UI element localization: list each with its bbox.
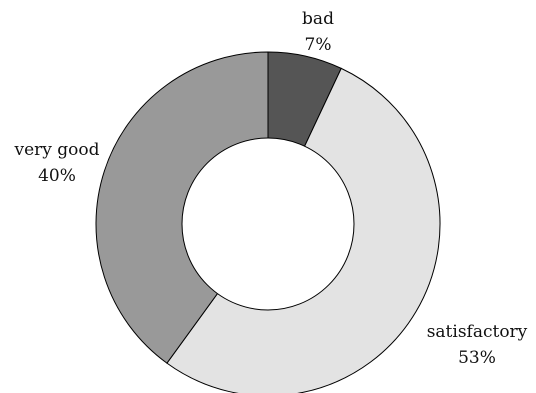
donut-hole bbox=[181, 137, 355, 311]
slice-value-label-bad: 7% bbox=[305, 35, 332, 55]
labels-group: bad 7% satisfactory 53% very good 40% bbox=[13, 9, 527, 368]
slice-label-satisfactory: satisfactory bbox=[427, 322, 528, 342]
slice-value-label-satisfactory: 53% bbox=[458, 348, 496, 368]
slice-label-bad: bad bbox=[302, 9, 334, 29]
slice-very-good bbox=[95, 51, 269, 364]
slice-value-label-very-good: 40% bbox=[38, 166, 76, 186]
slice-label-very-good: very good bbox=[13, 140, 99, 160]
